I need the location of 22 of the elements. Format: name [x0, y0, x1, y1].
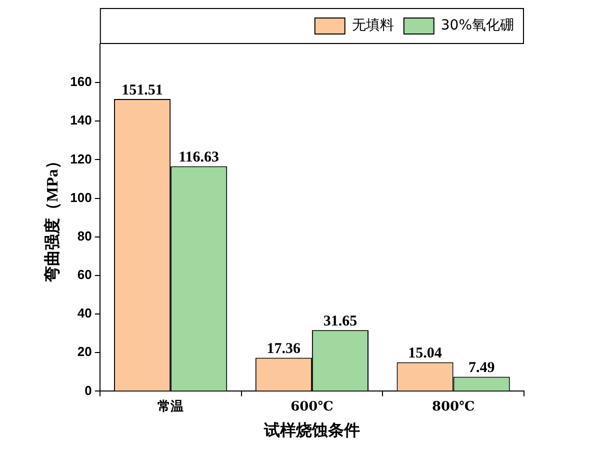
x-axis-title: 试样烧蚀条件: [262, 422, 360, 440]
y-tick-label: 120: [70, 151, 92, 166]
x-tick-label: 600℃: [290, 399, 334, 414]
y-tick-label: 80: [77, 228, 92, 244]
data-label: 31.65: [323, 314, 358, 330]
y-tick-label: 40: [77, 306, 92, 321]
data-label: 17.36: [266, 341, 302, 358]
y-tick-label: 0: [84, 382, 92, 398]
y-tick-label: 20: [77, 344, 92, 360]
data-label: 151.51: [122, 82, 163, 98]
legend-label: 30%氧化硼: [440, 18, 514, 34]
y-axis-title: 弯曲强度（MPa）: [42, 153, 62, 284]
data-label: 7.49: [468, 360, 495, 376]
data-label: 116.63: [178, 150, 220, 166]
y-tick-label: 140: [70, 112, 92, 128]
y-tick-label: 160: [70, 74, 92, 90]
y-tick-label: 60: [77, 267, 92, 282]
x-tick-label: 800℃: [432, 399, 475, 414]
data-label: 15.04: [408, 346, 442, 362]
y-tick-label: 100: [70, 190, 92, 205]
x-tick-label: 常温: [158, 399, 184, 414]
legend-label: 无填料: [352, 18, 394, 34]
